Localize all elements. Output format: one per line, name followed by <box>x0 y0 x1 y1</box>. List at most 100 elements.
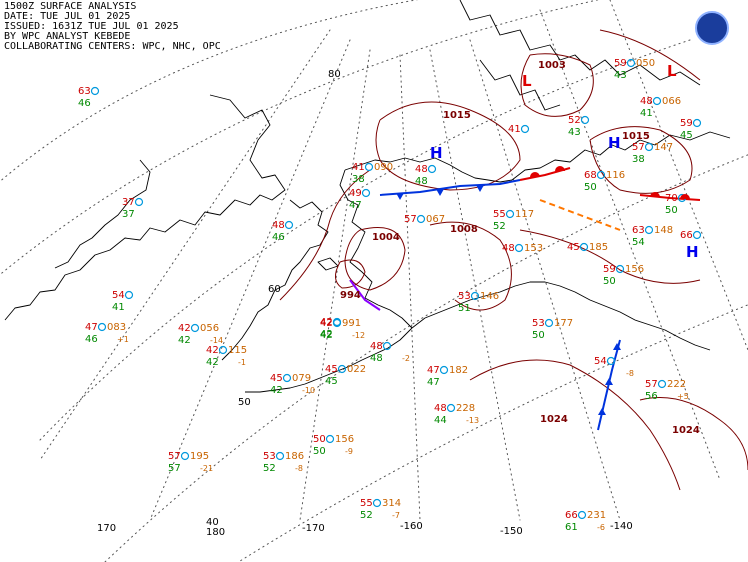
longitude-label: 180 <box>206 527 225 538</box>
station-circle-icon <box>372 498 382 508</box>
high-pressure-center: H <box>430 144 443 162</box>
station-circle-icon <box>514 243 524 253</box>
station-temperature: 70 <box>665 193 678 204</box>
station-circle-icon <box>577 510 587 520</box>
isobar-994-ring <box>335 259 366 289</box>
station-dewpoint: 42 <box>320 330 333 341</box>
station-temperature: 48 <box>370 341 383 352</box>
station-circle-icon <box>580 115 590 125</box>
longitude-label: -150 <box>500 526 523 537</box>
isobar-long-2 <box>519 229 701 284</box>
station-dewpoint: 45 <box>680 130 693 141</box>
station-temperature: 42 <box>178 323 191 334</box>
station-circle-icon <box>90 86 100 96</box>
isobar-1024-east <box>639 397 748 471</box>
station-temperature: 53 <box>263 451 276 462</box>
station-circle-icon <box>606 356 616 366</box>
station-pressure: 177 <box>554 318 573 329</box>
station-pressure: 231 <box>587 510 606 521</box>
station-circle-icon <box>644 225 654 235</box>
station-pressure: 148 <box>654 225 673 236</box>
warm-front-semicircle-icon <box>530 172 540 177</box>
header-line-2: DATE: TUE JUL 01 2025 <box>4 11 131 22</box>
station-temperature: 48 <box>434 403 447 414</box>
station-dewpoint: 46 <box>85 334 98 345</box>
station-circle-icon <box>505 209 515 219</box>
isobar-1015-east <box>589 126 693 194</box>
station-dewpoint: 42 <box>206 357 219 368</box>
station-pressure: 156 <box>335 434 354 445</box>
warm-front-semicircle-icon <box>680 194 690 199</box>
station-dewpoint: 45 <box>325 376 338 387</box>
header-line-4: BY WPC ANALYST KEBEDE <box>4 31 131 42</box>
station-circle-icon <box>190 323 200 333</box>
station-dewpoint: 50 <box>603 276 616 287</box>
station-temperature: 55 <box>493 209 506 220</box>
cold-front-triangle-icon <box>613 343 621 350</box>
station-temperature: 42 <box>206 345 219 356</box>
station-temperature: 59 <box>603 264 616 275</box>
station-pressure: 115 <box>228 345 247 356</box>
station-circle-icon <box>332 318 342 328</box>
station-dewpoint: 43 <box>614 70 627 81</box>
isobar-label: 1024 <box>540 414 568 425</box>
warm-front-semicircle-icon <box>650 192 660 197</box>
meridian-180 <box>149 39 351 521</box>
longitude-label: -140 <box>610 521 633 532</box>
station-temperature: 68 <box>584 170 597 181</box>
station-pressure: 186 <box>285 451 304 462</box>
station-pressure-tendency: -8 <box>295 464 303 473</box>
station-temperature: 54 <box>112 290 125 301</box>
station-pressure: 116 <box>606 170 625 181</box>
station-dewpoint: 42 <box>270 385 283 396</box>
station-dewpoint: 57 <box>168 463 181 474</box>
station-temperature: 42 <box>320 318 333 329</box>
station-pressure: 083 <box>107 322 126 333</box>
station-circle-icon <box>337 364 347 374</box>
meridian-150w <box>429 49 521 521</box>
station-circle-icon <box>382 341 392 351</box>
station-temperature: 59 <box>614 58 627 69</box>
low-pressure-center: L <box>667 62 677 80</box>
isobar-1003 <box>520 53 594 117</box>
station-dewpoint: 38 <box>352 174 365 185</box>
station-temperature: 54 <box>594 356 607 367</box>
station-circle-icon <box>652 96 662 106</box>
station-temperature: 48 <box>502 243 515 254</box>
station-pressure: 222 <box>667 379 686 390</box>
station-temperature: 41 <box>508 124 521 135</box>
meridian-170e <box>39 29 331 461</box>
station-dewpoint: 52 <box>360 510 373 521</box>
station-pressure-tendency: -21 <box>200 464 213 473</box>
latitude-label: 60 <box>268 284 281 295</box>
station-circle-icon <box>97 322 107 332</box>
station-pressure: 195 <box>190 451 209 462</box>
station-circle-icon <box>416 214 426 224</box>
station-circle-icon <box>282 373 292 383</box>
station-pressure-tendency: -10 <box>302 386 315 395</box>
station-temperature: 57 <box>645 379 658 390</box>
cold-front-north <box>379 179 521 196</box>
station-dewpoint: 56 <box>645 391 658 402</box>
station-temperature: 66 <box>565 510 578 521</box>
occluded-front <box>349 279 381 311</box>
station-pressure: 056 <box>200 323 219 334</box>
station-pressure: 090 <box>374 162 393 173</box>
station-temperature: 48 <box>272 220 285 231</box>
station-temperature: 66 <box>680 230 693 241</box>
station-circle-icon <box>596 170 606 180</box>
isobar-label: 1015 <box>443 110 471 121</box>
station-circle-icon <box>275 451 285 461</box>
station-circle-icon <box>134 197 144 207</box>
coastlines <box>4 0 731 393</box>
meridian-120w <box>609 0 748 351</box>
station-pressure-tendency: -12 <box>352 331 365 340</box>
lat-circle-80 <box>0 0 419 183</box>
station-dewpoint: 38 <box>632 154 645 165</box>
station-circle-icon <box>520 124 530 134</box>
meridian-170w <box>299 49 371 521</box>
station-dewpoint: 50 <box>584 182 597 193</box>
station-circle-icon <box>644 142 654 152</box>
station-temperature: 50 <box>313 434 326 445</box>
